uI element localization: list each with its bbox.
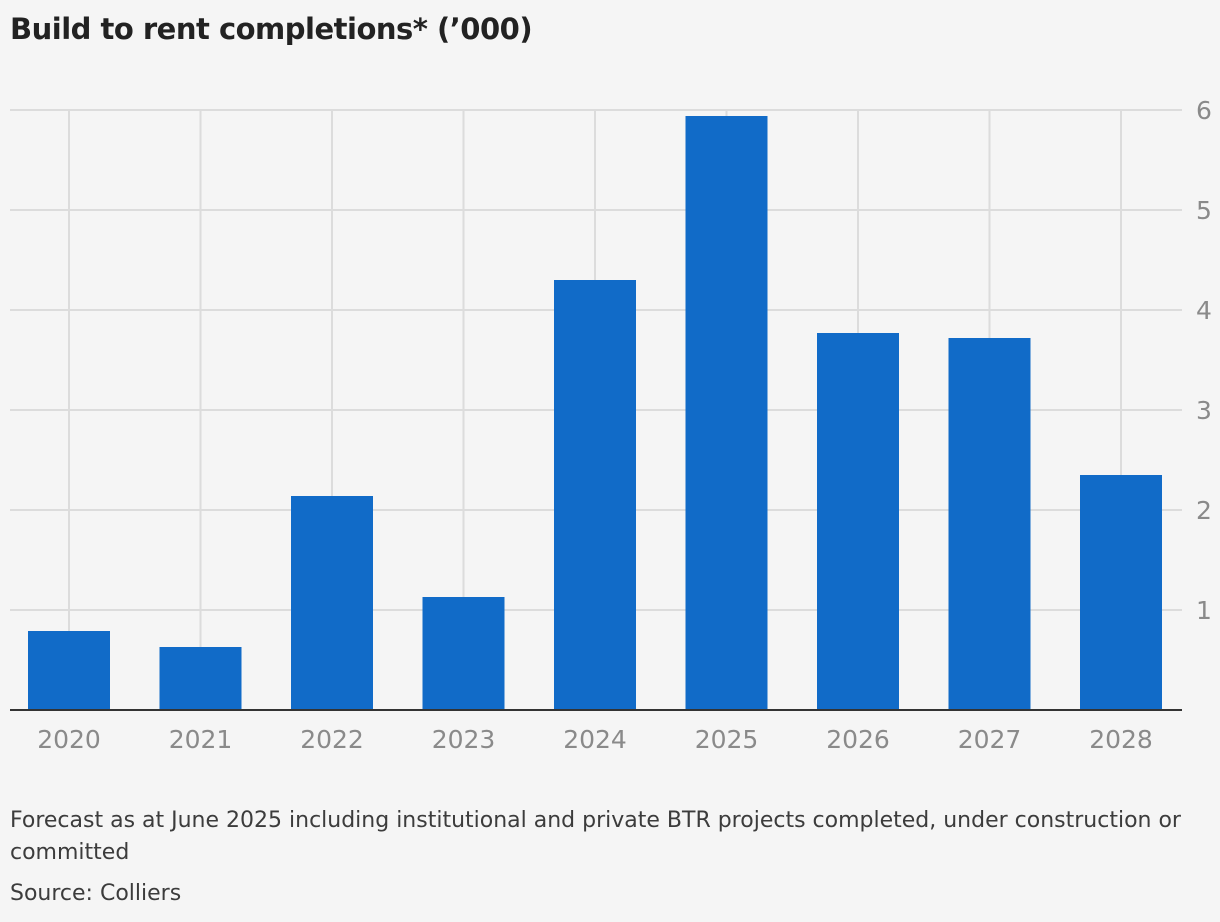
bar-2024 <box>554 280 636 710</box>
x-tick-label: 2026 <box>826 725 890 754</box>
chart-footnote: Forecast as at June 2025 including insti… <box>10 808 1181 865</box>
y-tick-label: 5 <box>1196 196 1212 225</box>
chart-source: Source: Colliers <box>10 881 182 906</box>
bar-2025 <box>685 116 768 710</box>
x-tick-label: 2022 <box>300 725 364 754</box>
x-tick-label: 2027 <box>958 725 1022 754</box>
x-tick-label: 2025 <box>695 725 759 754</box>
bar-2027 <box>948 338 1031 710</box>
bar-2021 <box>159 647 242 710</box>
y-tick-label: 4 <box>1196 296 1212 325</box>
bar-chart: 2020 2021 2022 2023 2024 2025 2026 2027 2028 1 2 3… <box>10 96 1212 754</box>
bars <box>28 116 1162 710</box>
x-tick-label: 2020 <box>37 725 101 754</box>
y-tick-label: 2 <box>1196 496 1212 525</box>
x-tick-label: 2023 <box>432 725 496 754</box>
x-tick-label: 2021 <box>169 725 233 754</box>
x-tick-label: 2028 <box>1089 725 1153 754</box>
x-axis-tick-labels: 2020 2021 2022 2023 2024 2025 2026 2027 2028 <box>37 725 1153 754</box>
y-tick-label: 1 <box>1196 596 1212 625</box>
bar-2026 <box>817 333 899 710</box>
x-tick-label: 2024 <box>563 725 627 754</box>
y-tick-label: 3 <box>1196 396 1212 425</box>
bar-2020 <box>28 631 110 710</box>
chart-title: Build to rent completions* (’000) <box>10 12 533 46</box>
bar-2023 <box>422 597 505 710</box>
y-axis-tick-labels: 1 2 3 4 5 6 <box>1196 96 1212 625</box>
bar-2028 <box>1080 475 1162 710</box>
bar-2022 <box>291 496 373 710</box>
y-tick-label: 6 <box>1196 96 1212 125</box>
